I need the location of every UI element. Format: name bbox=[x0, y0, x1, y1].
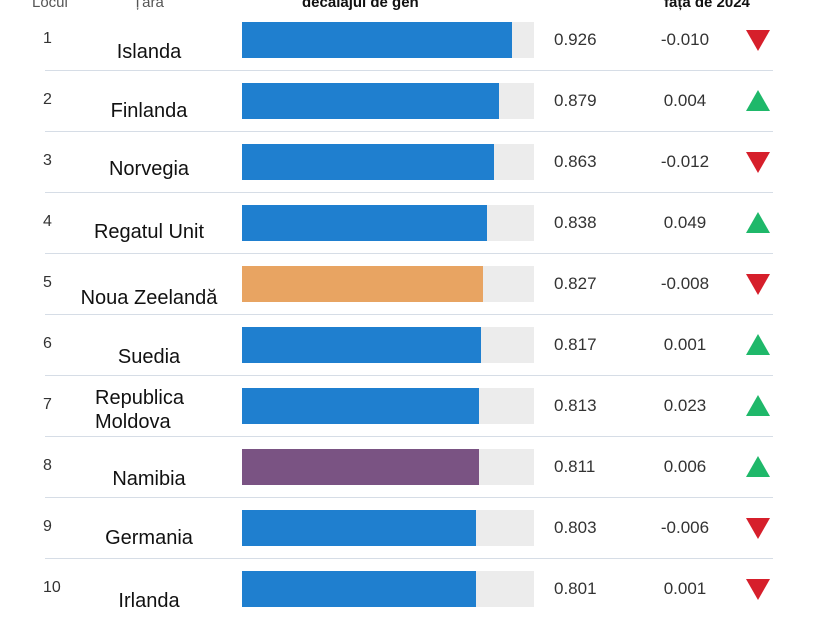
row-divider bbox=[45, 436, 773, 437]
bar bbox=[242, 266, 483, 302]
table-row: 3 Norvegia 0.863 -0.012 bbox=[0, 132, 820, 193]
country-label: Suedia bbox=[117, 346, 181, 368]
table-row: 1 Islanda 0.926 -0.010 bbox=[0, 10, 820, 71]
bar bbox=[242, 449, 479, 485]
country-label: Republica Moldova bbox=[95, 386, 235, 434]
rank-label: 6 bbox=[43, 335, 52, 352]
rank-label: 9 bbox=[43, 518, 52, 535]
trend-arrow-icon bbox=[746, 274, 770, 295]
rank-label: 1 bbox=[43, 30, 52, 47]
table-row: 5 Noua Zeelandă 0.827 -0.008 bbox=[0, 254, 820, 315]
bar bbox=[242, 205, 487, 241]
bar bbox=[242, 510, 476, 546]
country-label: Finlanda bbox=[110, 100, 188, 122]
header-index: decalajul de gen bbox=[302, 0, 419, 11]
bar bbox=[242, 327, 481, 363]
row-divider bbox=[45, 253, 773, 254]
trend-arrow-icon bbox=[746, 518, 770, 539]
rank-label: 5 bbox=[43, 274, 52, 291]
rank-label: 7 bbox=[43, 396, 52, 413]
trend-arrow-icon bbox=[746, 212, 770, 233]
country-label: Germania bbox=[105, 527, 193, 549]
table-row: 7 Republica Moldova 0.813 0.023 bbox=[0, 376, 820, 437]
rank-label: 4 bbox=[43, 213, 52, 230]
table-row: 8 Namibia 0.811 0.006 bbox=[0, 437, 820, 498]
trend-arrow-icon bbox=[746, 90, 770, 111]
row-divider bbox=[45, 192, 773, 193]
change-value: -0.010 bbox=[660, 30, 710, 49]
change-value: -0.008 bbox=[660, 274, 710, 293]
country-label: Norvegia bbox=[108, 158, 190, 180]
table-row: 9 Germania 0.803 -0.006 bbox=[0, 498, 820, 559]
change-value: 0.049 bbox=[663, 213, 707, 232]
table-row: 4 Regatul Unit 0.838 0.049 bbox=[0, 193, 820, 254]
country-label: Regatul Unit bbox=[93, 221, 205, 243]
score-value: 0.817 bbox=[554, 335, 597, 354]
change-value: -0.012 bbox=[660, 152, 710, 171]
table-row: 10 Irlanda 0.801 0.001 bbox=[0, 559, 820, 620]
score-value: 0.827 bbox=[554, 274, 597, 293]
table-row: 2 Finlanda 0.879 0.004 bbox=[0, 71, 820, 132]
bar bbox=[242, 144, 494, 180]
score-value: 0.879 bbox=[554, 91, 597, 110]
bar bbox=[242, 22, 512, 58]
trend-arrow-icon bbox=[746, 456, 770, 477]
score-value: 0.838 bbox=[554, 213, 597, 232]
country-label-line: Republica bbox=[95, 387, 184, 409]
change-value: 0.004 bbox=[663, 91, 707, 110]
change-value: -0.006 bbox=[660, 518, 710, 537]
row-divider bbox=[45, 375, 773, 376]
trend-arrow-icon bbox=[746, 152, 770, 173]
score-value: 0.813 bbox=[554, 396, 597, 415]
score-value: 0.926 bbox=[554, 30, 597, 49]
country-label: Irlanda bbox=[118, 590, 180, 612]
bar bbox=[242, 571, 476, 607]
header-rank: Locul bbox=[32, 0, 68, 11]
rank-label: 2 bbox=[43, 91, 52, 108]
country-label-line: Moldova bbox=[95, 411, 171, 433]
country-label: Noua Zeelandă bbox=[80, 287, 218, 309]
row-divider bbox=[45, 314, 773, 315]
row-divider bbox=[45, 70, 773, 71]
header-change: fața de 2024 bbox=[664, 0, 750, 11]
bar bbox=[242, 388, 479, 424]
change-value: 0.006 bbox=[663, 457, 707, 476]
change-value: 0.001 bbox=[663, 579, 707, 598]
trend-arrow-icon bbox=[746, 395, 770, 416]
score-value: 0.811 bbox=[554, 457, 596, 476]
trend-arrow-icon bbox=[746, 334, 770, 355]
trend-arrow-icon bbox=[746, 30, 770, 51]
rank-label: 10 bbox=[43, 579, 61, 596]
row-divider bbox=[45, 497, 773, 498]
score-value: 0.801 bbox=[554, 579, 597, 598]
score-value: 0.803 bbox=[554, 518, 597, 537]
score-value: 0.863 bbox=[554, 152, 597, 171]
country-label: Namibia bbox=[112, 468, 186, 490]
rank-label: 8 bbox=[43, 457, 52, 474]
country-label: Islanda bbox=[116, 41, 182, 63]
header-country: Țara bbox=[133, 0, 164, 11]
change-value: 0.001 bbox=[663, 335, 707, 354]
rank-label: 3 bbox=[43, 152, 52, 169]
row-divider bbox=[45, 131, 773, 132]
row-divider bbox=[45, 558, 773, 559]
bar bbox=[242, 83, 499, 119]
table-row: 6 Suedia 0.817 0.001 bbox=[0, 315, 820, 376]
trend-arrow-icon bbox=[746, 579, 770, 600]
change-value: 0.023 bbox=[663, 396, 707, 415]
